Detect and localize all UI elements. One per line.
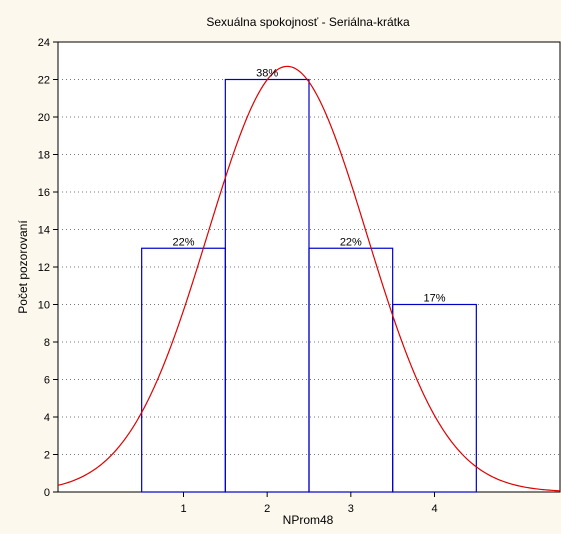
y-tick-label: 2 — [44, 450, 50, 462]
y-tick-label: 8 — [44, 337, 50, 349]
chart-title: Sexuálna spokojnosť - Seriálna-krátka — [206, 15, 410, 29]
fit-curve-group — [57, 65, 561, 492]
x-axis-title: NProm48 — [283, 513, 334, 527]
y-tick-label: 22 — [38, 75, 50, 87]
y-axis-title: Počet pozorovaní — [16, 220, 30, 314]
y-tick-label: 12 — [38, 262, 50, 274]
y-tick-label: 16 — [38, 187, 50, 199]
x-tick-label: 4 — [431, 503, 437, 515]
x-tick-label: 2 — [264, 503, 270, 515]
y-tick-label: 20 — [38, 112, 50, 124]
data-labels: 22% 38% 22% 17% — [172, 68, 445, 305]
y-tick-label: 0 — [44, 487, 50, 499]
x-tick-label: 3 — [348, 503, 354, 515]
y-tick-label: 24 — [38, 37, 50, 49]
y-tick-label: 4 — [44, 412, 50, 424]
data-label-2: 38% — [256, 68, 278, 80]
x-tick-label: 1 — [180, 503, 186, 515]
normal-fit-curve — [57, 65, 561, 492]
y-tick-label: 14 — [38, 225, 50, 237]
data-label-4: 17% — [423, 293, 445, 305]
data-label-1: 22% — [172, 236, 194, 248]
y-tick-label: 10 — [38, 300, 50, 312]
data-label-3: 22% — [340, 236, 362, 248]
y-tick-label: 18 — [38, 150, 50, 162]
y-tick-label: 6 — [44, 375, 50, 387]
x-axis: 1 2 3 4 — [180, 492, 438, 515]
